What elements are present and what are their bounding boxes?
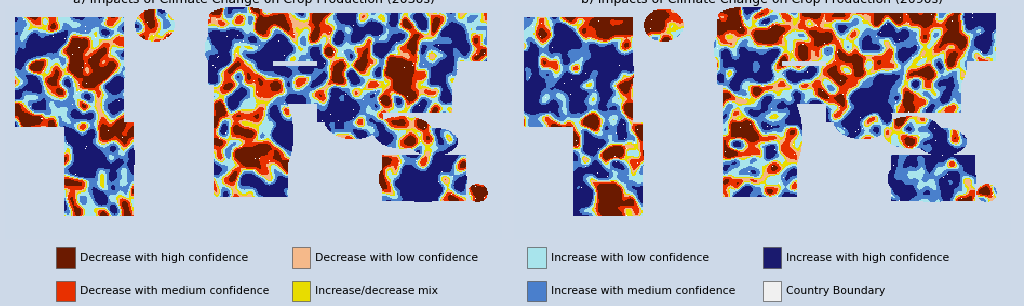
Bar: [763, 248, 781, 268]
Bar: [763, 281, 781, 301]
Text: Increase/decrease mix: Increase/decrease mix: [315, 286, 438, 296]
Bar: [292, 248, 310, 268]
Text: Decrease with low confidence: Decrease with low confidence: [315, 252, 478, 263]
Text: Decrease with medium confidence: Decrease with medium confidence: [80, 286, 269, 296]
Text: Country Boundary: Country Boundary: [786, 286, 886, 296]
Bar: [292, 281, 310, 301]
Bar: [527, 248, 546, 268]
Title: a) Impacts of Climate Change on Crop Production (2030s): a) Impacts of Climate Change on Crop Pro…: [73, 0, 434, 6]
Text: Increase with low confidence: Increase with low confidence: [551, 252, 709, 263]
Bar: [56, 281, 75, 301]
Bar: [56, 248, 75, 268]
Text: Increase with high confidence: Increase with high confidence: [786, 252, 949, 263]
Bar: [527, 281, 546, 301]
Title: b) Impacts of Climate Change on Crop Production (2090s): b) Impacts of Climate Change on Crop Pro…: [582, 0, 943, 6]
Text: Decrease with high confidence: Decrease with high confidence: [80, 252, 248, 263]
Text: Increase with medium confidence: Increase with medium confidence: [551, 286, 735, 296]
